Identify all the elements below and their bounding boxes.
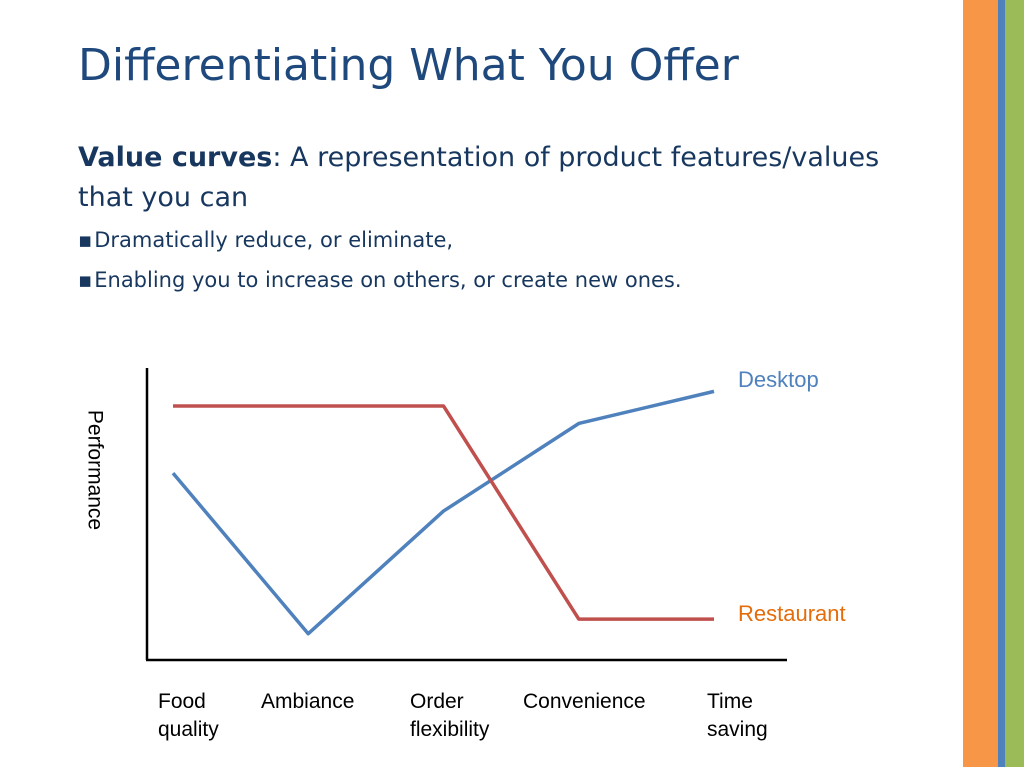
series-line — [171, 389, 715, 636]
series-label: Desktop — [738, 367, 819, 392]
stripe-green — [1005, 0, 1024, 767]
series-label: Restaurant — [738, 601, 846, 626]
x-tick-label: Order flexibility — [410, 690, 490, 741]
y-axis-label: Performance — [83, 410, 106, 530]
x-tick-label: Time saving — [707, 690, 768, 741]
intro: Value curves: A representation of produc… — [78, 138, 908, 218]
intro-term: Value curves — [78, 142, 273, 173]
intro-text: : A representation of product features/v… — [78, 142, 880, 213]
x-tick-label: Convenience — [523, 690, 646, 713]
x-tick-label: Food quality — [158, 690, 219, 741]
bullet: Dramatically reduce, or eliminate, — [78, 228, 453, 252]
slide-title: Differentiating What You Offer — [78, 40, 739, 91]
bullet: Enabling you to increase on others, or c… — [78, 268, 681, 292]
x-tick-label: Ambiance — [261, 690, 355, 713]
series-line — [173, 404, 714, 621]
stripe-blue — [998, 0, 1005, 767]
stripe-orange — [963, 0, 998, 767]
